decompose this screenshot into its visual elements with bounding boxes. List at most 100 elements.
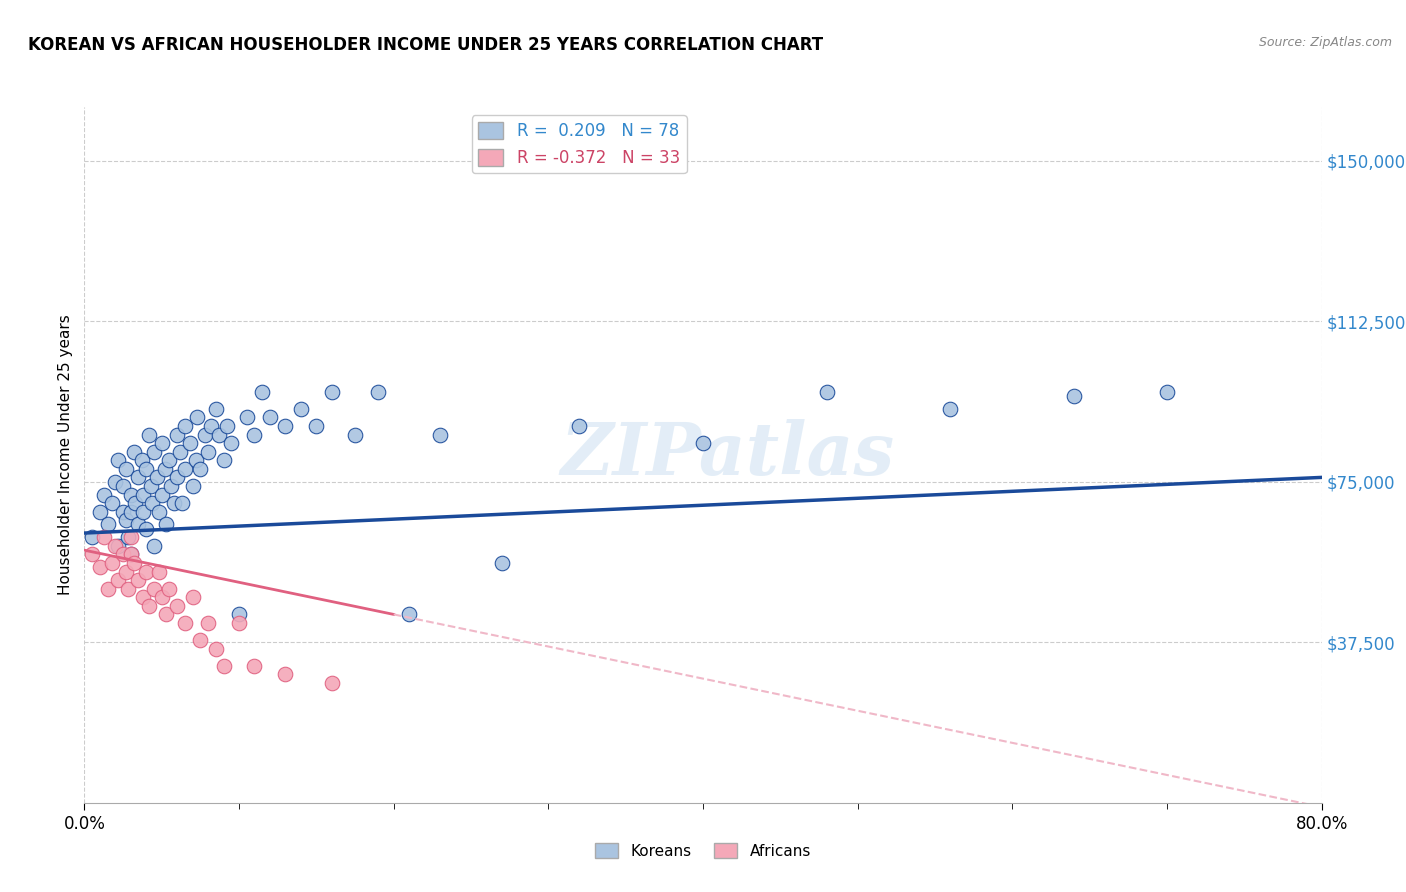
Point bbox=[89, 505, 111, 519]
Point bbox=[117, 530, 139, 544]
Point bbox=[107, 573, 129, 587]
Point bbox=[250, 384, 273, 399]
Point bbox=[194, 427, 217, 442]
Point bbox=[127, 573, 149, 587]
Point bbox=[1156, 384, 1178, 399]
Point bbox=[143, 582, 166, 596]
Point bbox=[274, 419, 297, 434]
Point bbox=[93, 530, 115, 544]
Point bbox=[174, 462, 197, 476]
Point bbox=[321, 676, 343, 690]
Point bbox=[259, 410, 281, 425]
Point bbox=[107, 539, 129, 553]
Point bbox=[143, 539, 166, 553]
Point bbox=[148, 505, 170, 519]
Point bbox=[212, 453, 235, 467]
Point bbox=[150, 591, 173, 605]
Point bbox=[568, 419, 591, 434]
Point bbox=[160, 479, 183, 493]
Point bbox=[120, 487, 142, 501]
Point bbox=[124, 496, 146, 510]
Point bbox=[367, 384, 389, 399]
Point bbox=[135, 522, 157, 536]
Point bbox=[815, 384, 838, 399]
Point bbox=[135, 565, 157, 579]
Point bbox=[166, 470, 188, 484]
Point bbox=[205, 641, 228, 656]
Point bbox=[212, 658, 235, 673]
Point bbox=[491, 556, 513, 570]
Point bbox=[127, 517, 149, 532]
Point bbox=[148, 565, 170, 579]
Point bbox=[139, 479, 162, 493]
Point bbox=[343, 427, 366, 442]
Point bbox=[138, 599, 160, 613]
Point bbox=[170, 496, 193, 510]
Point bbox=[205, 401, 228, 416]
Point bbox=[215, 419, 238, 434]
Point bbox=[104, 539, 127, 553]
Point bbox=[188, 462, 211, 476]
Point bbox=[89, 560, 111, 574]
Point bbox=[150, 436, 173, 450]
Point bbox=[159, 453, 180, 467]
Point bbox=[115, 513, 138, 527]
Point bbox=[174, 615, 197, 630]
Point bbox=[120, 548, 142, 562]
Point bbox=[120, 505, 142, 519]
Point bbox=[112, 479, 135, 493]
Point bbox=[101, 496, 124, 510]
Point bbox=[146, 470, 169, 484]
Point bbox=[197, 615, 219, 630]
Point bbox=[429, 427, 451, 442]
Point bbox=[1063, 389, 1085, 403]
Y-axis label: Householder Income Under 25 years: Householder Income Under 25 years bbox=[58, 315, 73, 595]
Text: KOREAN VS AFRICAN HOUSEHOLDER INCOME UNDER 25 YEARS CORRELATION CHART: KOREAN VS AFRICAN HOUSEHOLDER INCOME UND… bbox=[28, 36, 824, 54]
Point bbox=[181, 591, 204, 605]
Point bbox=[132, 505, 155, 519]
Point bbox=[398, 607, 420, 622]
Point bbox=[120, 548, 142, 562]
Point bbox=[200, 419, 222, 434]
Point bbox=[132, 487, 155, 501]
Legend: Koreans, Africans: Koreans, Africans bbox=[589, 837, 817, 864]
Point bbox=[179, 436, 201, 450]
Point bbox=[117, 582, 139, 596]
Point bbox=[228, 607, 250, 622]
Point bbox=[96, 517, 118, 532]
Point bbox=[228, 615, 250, 630]
Point bbox=[131, 453, 153, 467]
Point bbox=[163, 496, 186, 510]
Point bbox=[155, 607, 177, 622]
Point bbox=[235, 410, 259, 425]
Point bbox=[115, 565, 138, 579]
Point bbox=[93, 487, 115, 501]
Point bbox=[197, 444, 219, 458]
Point bbox=[159, 582, 180, 596]
Text: Source: ZipAtlas.com: Source: ZipAtlas.com bbox=[1258, 36, 1392, 49]
Point bbox=[321, 384, 343, 399]
Point bbox=[115, 462, 138, 476]
Point bbox=[120, 530, 142, 544]
Point bbox=[127, 470, 149, 484]
Point bbox=[107, 453, 129, 467]
Point bbox=[166, 427, 188, 442]
Point bbox=[174, 419, 197, 434]
Point bbox=[141, 496, 163, 510]
Point bbox=[143, 444, 166, 458]
Point bbox=[112, 548, 135, 562]
Point bbox=[122, 444, 145, 458]
Point bbox=[101, 556, 124, 570]
Point bbox=[169, 444, 191, 458]
Point bbox=[184, 453, 207, 467]
Point bbox=[186, 410, 208, 425]
Point bbox=[138, 427, 160, 442]
Point bbox=[135, 462, 157, 476]
Point bbox=[692, 436, 714, 450]
Text: ZIPatlas: ZIPatlas bbox=[561, 419, 894, 491]
Point bbox=[188, 633, 211, 648]
Point bbox=[82, 548, 104, 562]
Point bbox=[112, 505, 135, 519]
Point bbox=[153, 462, 176, 476]
Point bbox=[104, 475, 127, 489]
